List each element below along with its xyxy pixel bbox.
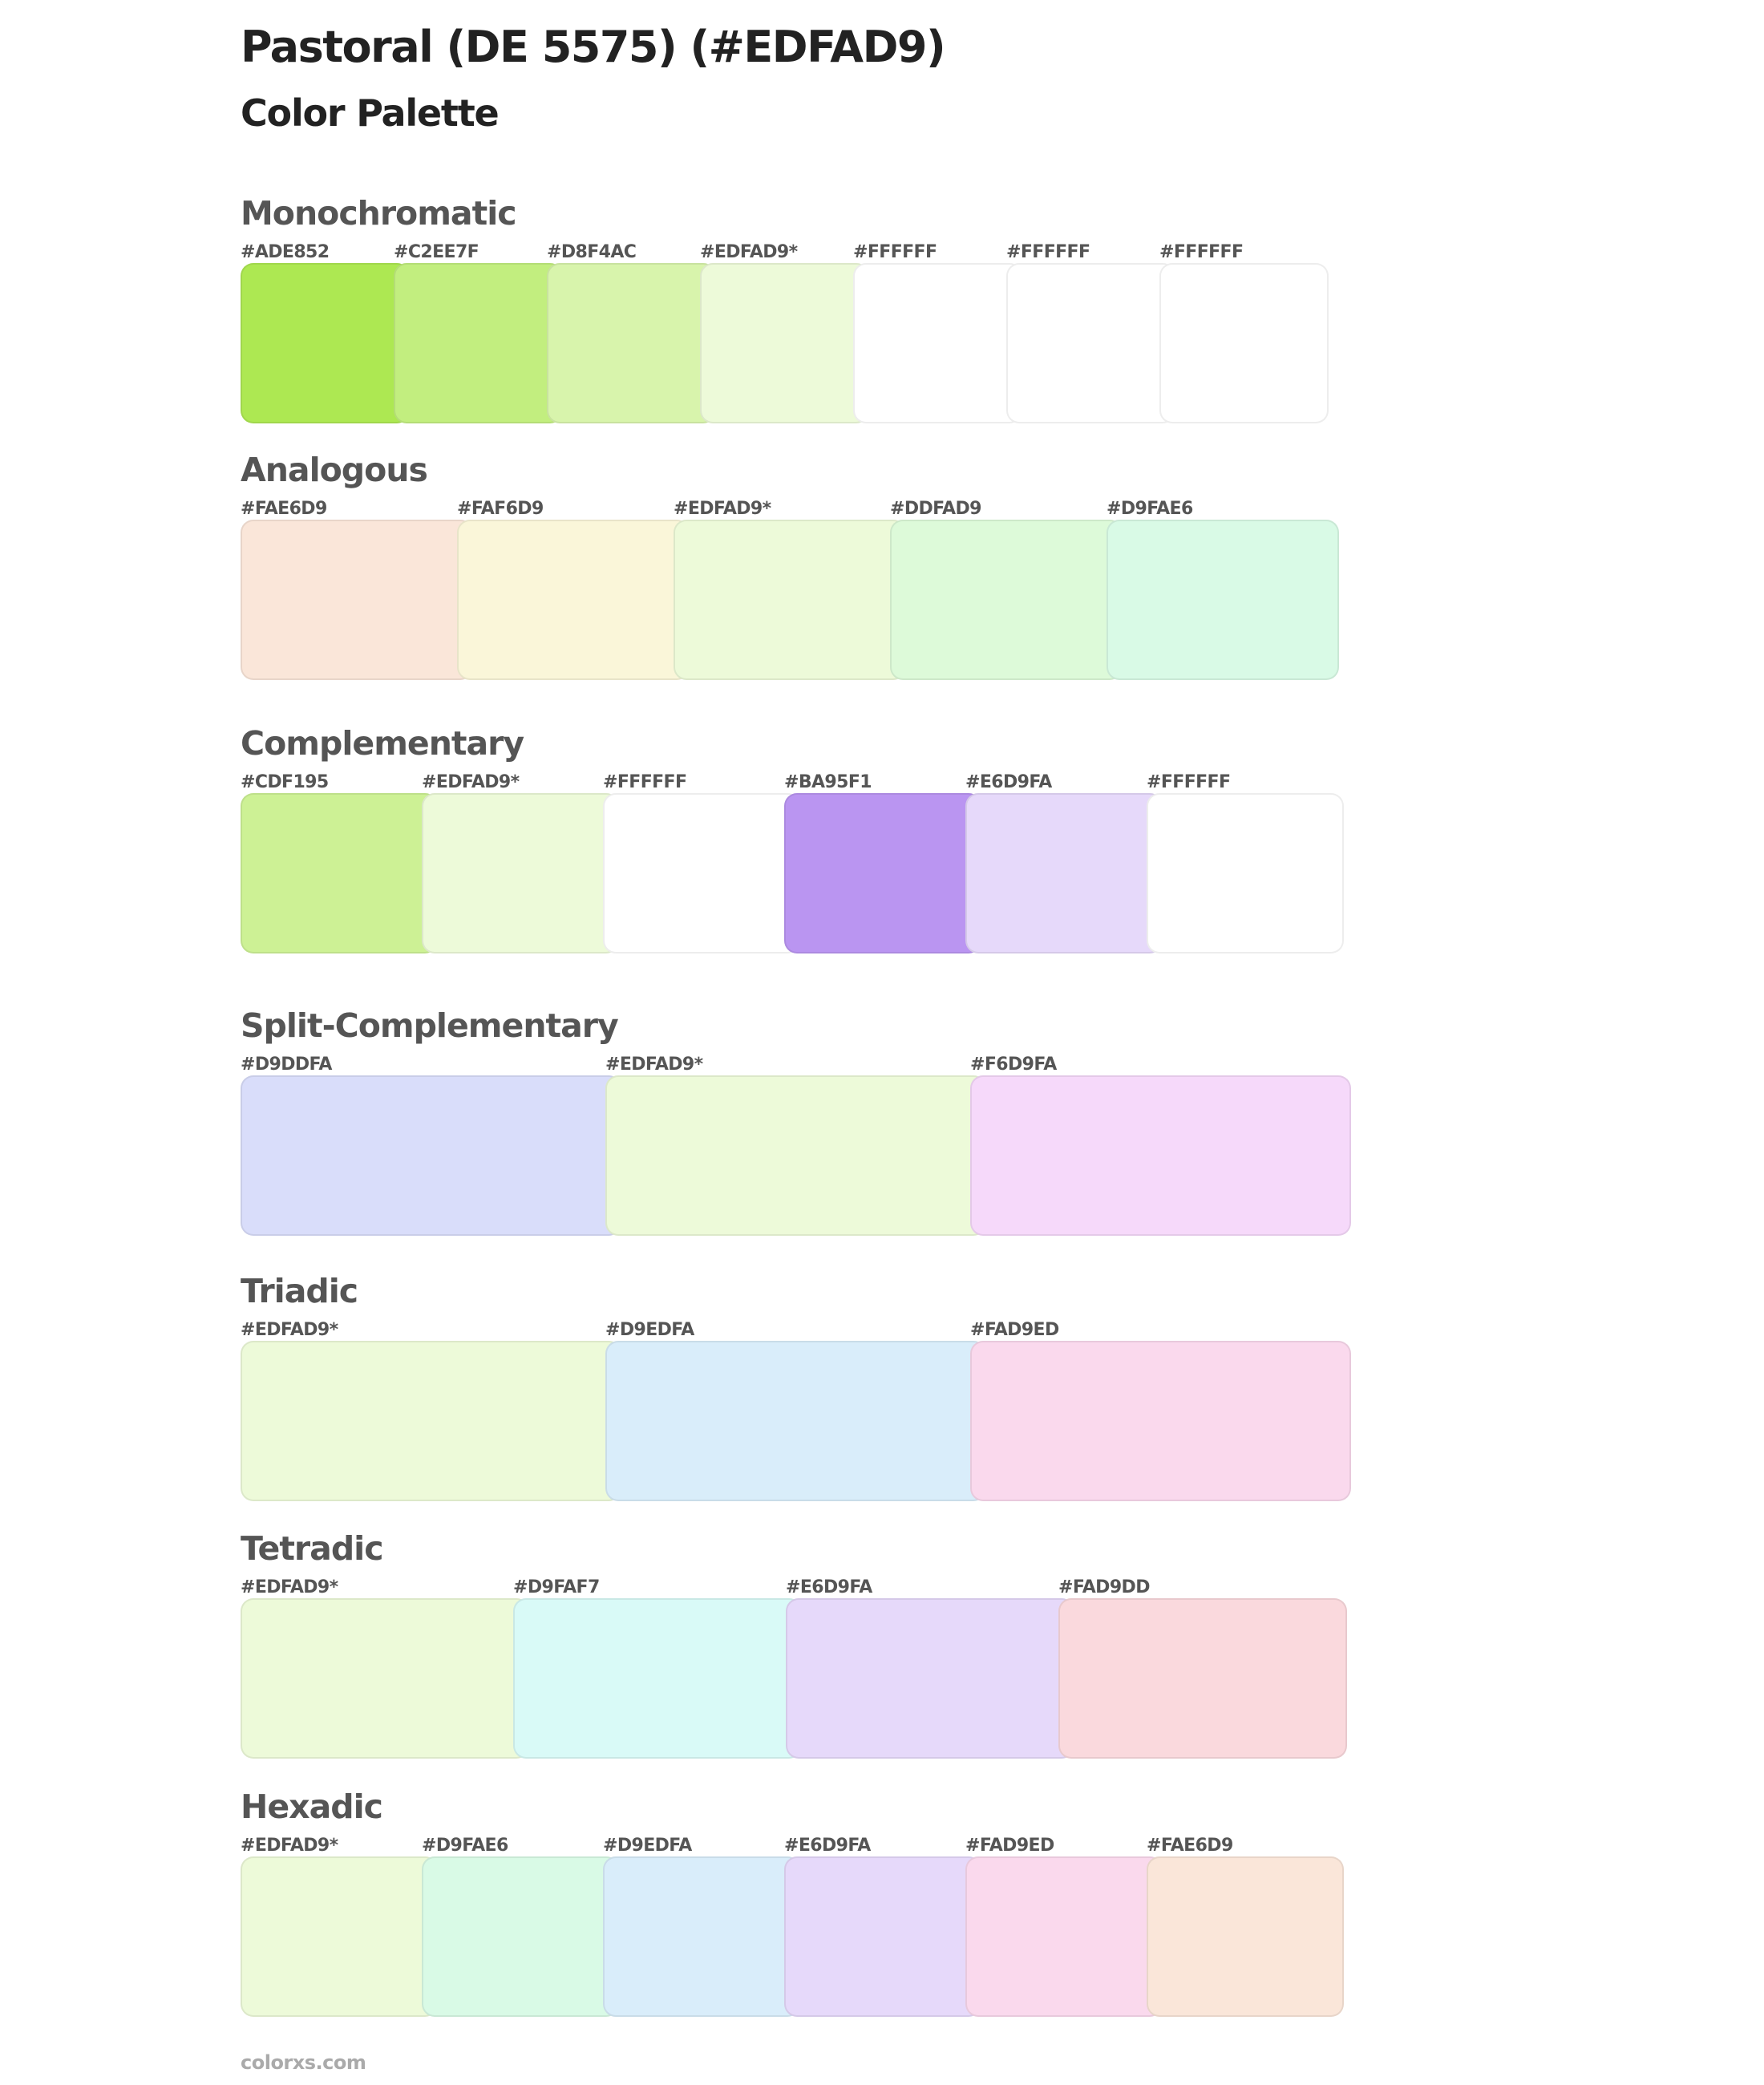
swatch-row: #FAE6D9 #FAF6D9 #EDFAD9* #DDFAD9 #D9FAE6 bbox=[241, 499, 1363, 695]
swatch-color-chip[interactable] bbox=[1147, 793, 1344, 953]
swatch-color-chip[interactable] bbox=[1058, 1598, 1347, 1759]
swatch-color-chip[interactable] bbox=[784, 793, 981, 953]
section-heading: Split-Complementary bbox=[241, 1006, 619, 1045]
swatch-hex-label: #ADE852 bbox=[241, 242, 330, 262]
swatch-color-chip[interactable] bbox=[513, 1598, 802, 1759]
swatch-hex-label: #FFFFFF bbox=[1006, 242, 1090, 262]
swatch-color-chip[interactable] bbox=[965, 793, 1163, 953]
swatch-hex-label: #D9FAE6 bbox=[422, 1836, 508, 1856]
swatch-row: #EDFAD9* #D9EDFA #FAD9ED bbox=[241, 1320, 1363, 1516]
swatch-hex-label: #FAD9ED bbox=[965, 1836, 1054, 1856]
page-subtitle: Color Palette bbox=[241, 91, 500, 135]
swatch-color-chip[interactable] bbox=[422, 1856, 619, 2017]
swatch-color-chip[interactable] bbox=[241, 263, 410, 423]
swatch-color-chip[interactable] bbox=[1107, 520, 1339, 680]
swatch-color-chip[interactable] bbox=[241, 520, 473, 680]
swatch-hex-label: #FAD9ED bbox=[970, 1320, 1059, 1340]
swatch-color-chip[interactable] bbox=[422, 793, 619, 953]
swatch-color-chip[interactable] bbox=[853, 263, 1022, 423]
swatch-hex-label: #F6D9FA bbox=[970, 1055, 1057, 1075]
swatch-hex-label: #D9EDFA bbox=[605, 1320, 694, 1340]
swatch-hex-label: #EDFAD9* bbox=[241, 1577, 338, 1597]
section-complementary: Complementary #CDF195 #EDFAD9* #FFFFFF #BA9… bbox=[241, 723, 1363, 979]
swatch-hex-label: #D9FAE6 bbox=[1107, 499, 1193, 519]
section-tetradic: Tetradic #EDFAD9* #D9FAF7 #E6D9FA #FAD9DD bbox=[241, 1528, 1363, 1784]
swatch-hex-label: #CDF195 bbox=[241, 772, 329, 792]
swatch-hex-label: #D8F4AC bbox=[547, 242, 637, 262]
swatch-color-chip[interactable] bbox=[1147, 1856, 1344, 2017]
swatch-hex-label: #E6D9FA bbox=[784, 1836, 871, 1856]
swatch-color-chip[interactable] bbox=[970, 1075, 1351, 1236]
page-title: Pastoral (DE 5575) (#EDFAD9) bbox=[241, 22, 946, 72]
footer-brand: colorxs.com bbox=[241, 2051, 366, 2074]
swatch-hex-label: #BA95F1 bbox=[784, 772, 872, 792]
swatch-hex-label: #FAE6D9 bbox=[241, 499, 327, 519]
section-triadic: Triadic #EDFAD9* #D9EDFA #FAD9ED bbox=[241, 1270, 1363, 1527]
swatch-row: #D9DDFA #EDFAD9* #F6D9FA bbox=[241, 1055, 1363, 1251]
swatch-color-chip[interactable] bbox=[603, 1856, 800, 2017]
swatch-hex-label: #EDFAD9* bbox=[605, 1055, 703, 1075]
swatch-hex-label: #EDFAD9* bbox=[422, 772, 520, 792]
section-monochromatic: Monochromatic #ADE852 #C2EE7F #D8F4AC #EDFA… bbox=[241, 192, 1363, 449]
swatch-color-chip[interactable] bbox=[1159, 263, 1329, 423]
swatch-color-chip[interactable] bbox=[241, 1341, 621, 1501]
swatch-hex-label: #FFFFFF bbox=[603, 772, 687, 792]
swatch-color-chip[interactable] bbox=[241, 1856, 438, 2017]
swatch-color-chip[interactable] bbox=[700, 263, 869, 423]
swatch-hex-label: #FAE6D9 bbox=[1147, 1836, 1233, 1856]
swatch-hex-label: #FFFFFF bbox=[1159, 242, 1244, 262]
swatch-row: #EDFAD9* #D9FAF7 #E6D9FA #FAD9DD bbox=[241, 1577, 1363, 1774]
swatch-hex-label: #D9DDFA bbox=[241, 1055, 332, 1075]
swatch-hex-label: #E6D9FA bbox=[786, 1577, 872, 1597]
section-heading: Analogous bbox=[241, 451, 428, 489]
swatch-color-chip[interactable] bbox=[890, 520, 1123, 680]
swatch-row: #ADE852 #C2EE7F #D8F4AC #EDFAD9* #FFFFFF #FFF… bbox=[241, 242, 1363, 439]
swatch-color-chip[interactable] bbox=[394, 263, 563, 423]
swatch-color-chip[interactable] bbox=[241, 1598, 529, 1759]
swatch-hex-label: #EDFAD9* bbox=[241, 1836, 338, 1856]
swatch-hex-label: #EDFAD9* bbox=[674, 499, 771, 519]
section-split-complementary: Split-Complementary #D9DDFA #EDFAD9* #F6D9… bbox=[241, 1005, 1363, 1261]
swatch-hex-label: #FFFFFF bbox=[853, 242, 937, 262]
swatch-color-chip[interactable] bbox=[241, 793, 438, 953]
swatch-hex-label: #EDFAD9* bbox=[700, 242, 798, 262]
swatch-hex-label: #EDFAD9* bbox=[241, 1320, 338, 1340]
swatch-color-chip[interactable] bbox=[547, 263, 716, 423]
swatch-color-chip[interactable] bbox=[605, 1341, 986, 1501]
swatch-hex-label: #FAF6D9 bbox=[457, 499, 544, 519]
swatch-color-chip[interactable] bbox=[970, 1341, 1351, 1501]
swatch-hex-label: #C2EE7F bbox=[394, 242, 479, 262]
swatch-color-chip[interactable] bbox=[965, 1856, 1163, 2017]
section-heading: Triadic bbox=[241, 1272, 358, 1310]
section-heading: Monochromatic bbox=[241, 194, 517, 233]
swatch-hex-label: #FAD9DD bbox=[1058, 1577, 1150, 1597]
swatch-color-chip[interactable] bbox=[786, 1598, 1074, 1759]
swatch-hex-label: #D9EDFA bbox=[603, 1836, 692, 1856]
swatch-row: #EDFAD9* #D9FAE6 #D9EDFA #E6D9FA #FAD9ED #FAE… bbox=[241, 1836, 1363, 2032]
swatch-hex-label: #FFFFFF bbox=[1147, 772, 1231, 792]
swatch-color-chip[interactable] bbox=[605, 1075, 986, 1236]
swatch-row: #CDF195 #EDFAD9* #FFFFFF #BA95F1 #E6D9FA #FFF… bbox=[241, 772, 1363, 969]
swatch-color-chip[interactable] bbox=[674, 520, 906, 680]
section-hexadic: Hexadic #EDFAD9* #D9FAE6 #D9EDFA #E6D9FA #FA… bbox=[241, 1786, 1363, 2042]
swatch-color-chip[interactable] bbox=[241, 1075, 621, 1236]
swatch-hex-label: #D9FAF7 bbox=[513, 1577, 600, 1597]
section-heading: Tetradic bbox=[241, 1529, 384, 1568]
section-analogous: Analogous #FAE6D9 #FAF6D9 #EDFAD9* #DDFAD9 #… bbox=[241, 449, 1363, 706]
section-heading: Hexadic bbox=[241, 1787, 383, 1826]
section-heading: Complementary bbox=[241, 724, 524, 763]
swatch-color-chip[interactable] bbox=[603, 793, 800, 953]
swatch-color-chip[interactable] bbox=[457, 520, 690, 680]
swatch-color-chip[interactable] bbox=[784, 1856, 981, 2017]
swatch-color-chip[interactable] bbox=[1006, 263, 1175, 423]
swatch-hex-label: #E6D9FA bbox=[965, 772, 1052, 792]
swatch-hex-label: #DDFAD9 bbox=[890, 499, 981, 519]
